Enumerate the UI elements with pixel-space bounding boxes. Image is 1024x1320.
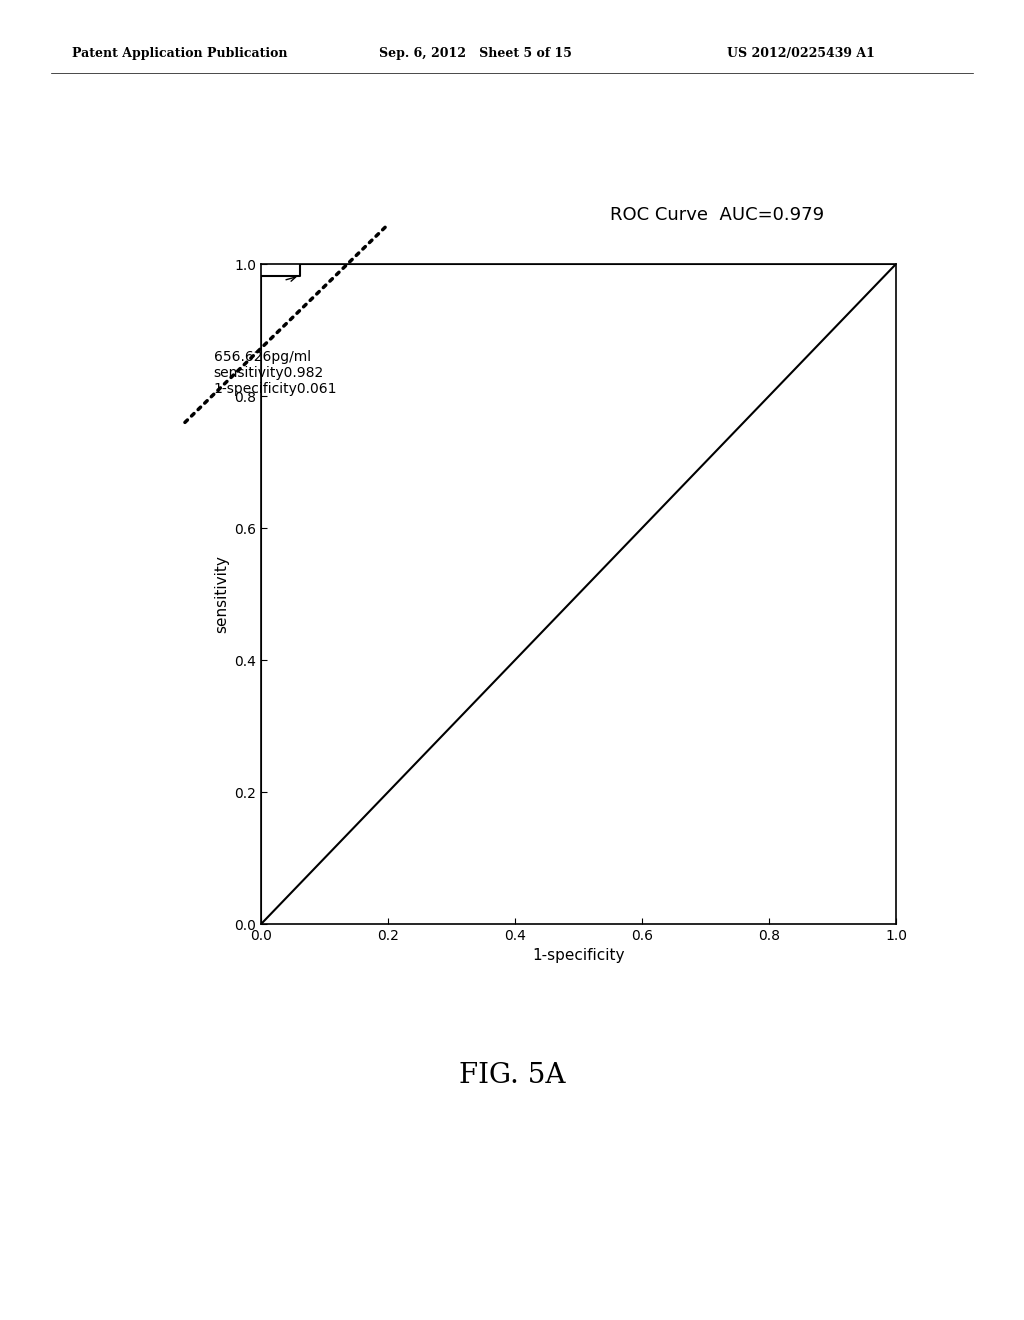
Text: US 2012/0225439 A1: US 2012/0225439 A1	[727, 46, 874, 59]
X-axis label: 1-specificity: 1-specificity	[532, 948, 625, 964]
Y-axis label: sensitivity: sensitivity	[214, 556, 228, 632]
Text: ROC Curve  AUC=0.979: ROC Curve AUC=0.979	[610, 206, 824, 224]
Text: FIG. 5A: FIG. 5A	[459, 1063, 565, 1089]
Text: 656.626pg/ml
sensitivity0.982
1-specificity0.061: 656.626pg/ml sensitivity0.982 1-specific…	[214, 350, 337, 396]
Text: Sep. 6, 2012   Sheet 5 of 15: Sep. 6, 2012 Sheet 5 of 15	[379, 46, 571, 59]
Text: Patent Application Publication: Patent Application Publication	[72, 46, 287, 59]
